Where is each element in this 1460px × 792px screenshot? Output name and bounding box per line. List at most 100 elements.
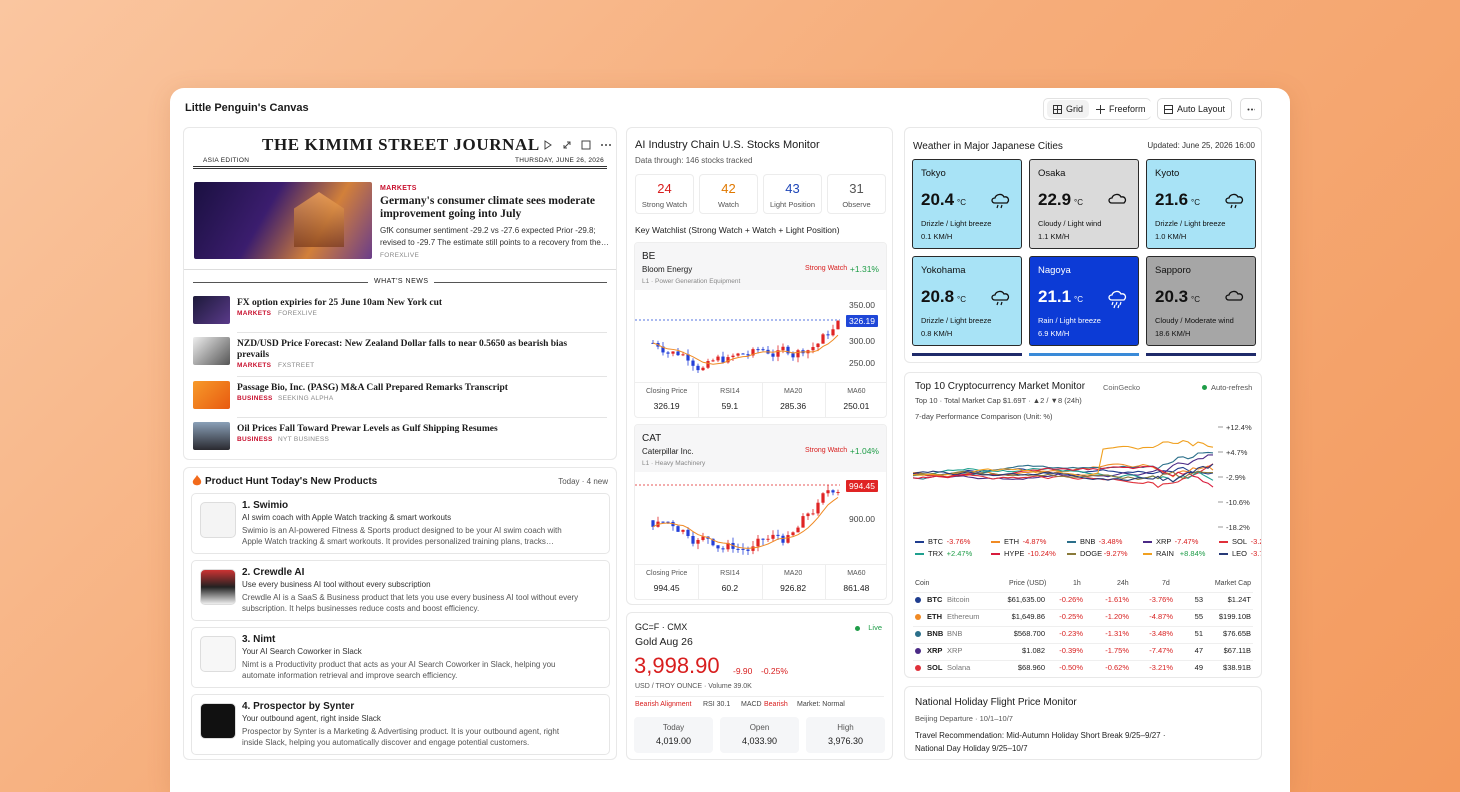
- wind: 1.0 KM/H: [1155, 232, 1187, 241]
- condition: Rain / Light breeze: [1038, 316, 1101, 325]
- wind: 0.8 KM/H: [921, 329, 953, 338]
- table-cell: -7.47%: [1149, 646, 1173, 655]
- freeform-button[interactable]: Freeform: [1090, 100, 1152, 118]
- chart-title: 7-day Performance Comparison (Unit: %): [915, 412, 1053, 421]
- stat-divider: [824, 382, 886, 417]
- stat-value: 4,033.90: [741, 736, 778, 746]
- stat-divider: [635, 564, 699, 599]
- stock-header: [635, 425, 886, 472]
- coin-dot: [915, 648, 921, 654]
- candle: [651, 520, 655, 527]
- product-item[interactable]: 2. Crewdle AI Use every business AI tool …: [191, 560, 610, 621]
- card-meta: Today · 4 new: [558, 477, 608, 486]
- table-header: Coin: [915, 580, 930, 587]
- candle: [666, 352, 670, 354]
- stock-rating: Strong Watch: [805, 447, 848, 454]
- next-row-edge: [1146, 353, 1256, 356]
- alignment: Bearish Alignment: [635, 701, 692, 708]
- stat-label: MA20: [783, 570, 803, 577]
- stock-sector: L1 · Power Generation Equipment: [642, 278, 741, 285]
- symbol: GC=F · CMX: [635, 622, 688, 632]
- candle: [676, 351, 680, 356]
- watchlist-title: Key Watchlist (Strong Watch + Watch + Li…: [635, 225, 840, 235]
- legend-change: +8.84%: [1179, 549, 1206, 558]
- table-header: 24h: [1117, 580, 1129, 587]
- count-box: 24 Strong Watch: [635, 174, 694, 214]
- wind: 6.9 KM/H: [1038, 329, 1070, 338]
- candle: [816, 502, 820, 514]
- edition: ASIA EDITION: [203, 157, 250, 164]
- news-thumbnail: [193, 296, 230, 324]
- legend-symbol: TRX: [928, 549, 943, 558]
- product-item[interactable]: 1. Swimio AI swim coach with Apple Watch …: [191, 493, 610, 554]
- weather-icon: [1225, 193, 1244, 209]
- legend-symbol: ETH: [1004, 537, 1019, 546]
- candle: [746, 549, 750, 551]
- candle: [736, 548, 740, 550]
- table-cell: $67.11B: [1223, 646, 1251, 655]
- candle: [781, 535, 785, 543]
- city-card: Yokohama 20.8 °C Drizzle / Light breeze 0.8 …: [912, 256, 1022, 346]
- rule-right: [434, 282, 607, 283]
- stat-label: MA60: [847, 570, 866, 577]
- stat-label: MA20: [783, 388, 803, 395]
- card-title: Top 10 Cryptocurrency Market Monitor: [915, 381, 1086, 392]
- table-cell: 55: [1194, 612, 1203, 621]
- temperature: 21.6: [1155, 190, 1189, 209]
- stat-divider: [635, 382, 699, 417]
- table-cell: -1.31%: [1105, 629, 1129, 638]
- temperature-unit: °C: [1191, 198, 1200, 207]
- more-button[interactable]: [1240, 98, 1262, 120]
- coin-dot: [915, 631, 921, 637]
- news-thumbnail: [193, 337, 230, 365]
- stat-label: RSI14: [720, 570, 740, 577]
- stat-divider: [761, 564, 825, 599]
- candlestick-chart: [635, 319, 840, 373]
- product-name: 3. Nimt: [242, 634, 276, 645]
- table-header: 1h: [1073, 580, 1081, 587]
- candle: [691, 536, 695, 544]
- divider: [237, 332, 607, 333]
- weather-icon: [1108, 290, 1127, 309]
- grid-icon: [1053, 104, 1062, 114]
- product-item[interactable]: 4. Prospector by Synter Your outbound age…: [191, 694, 610, 755]
- legend-change: -3.76%: [946, 537, 971, 546]
- row-divider: [913, 592, 1253, 593]
- table-cell: 47: [1194, 646, 1203, 655]
- live-dot: [855, 626, 860, 631]
- source: CoinGecko: [1103, 383, 1141, 392]
- candle: [686, 529, 690, 537]
- flight-card: National Holiday Flight Price Monitor Bei…: [904, 686, 1262, 760]
- candle: [796, 527, 800, 533]
- city-name: Tokyo: [921, 168, 946, 179]
- stat-label: Closing Price: [646, 570, 688, 577]
- city-name: Osaka: [1038, 168, 1066, 179]
- table-cell: 49: [1194, 663, 1203, 672]
- market: Market: Normal: [797, 701, 845, 708]
- stock-ticker: BE: [642, 251, 656, 262]
- refresh: Auto-refresh: [1211, 383, 1253, 392]
- count-label: Strong Watch: [641, 200, 688, 209]
- temperature-unit: °C: [1191, 295, 1200, 304]
- axis-label: 900.00: [849, 514, 875, 524]
- candle: [796, 350, 800, 358]
- auto-layout-button[interactable]: Auto Layout: [1157, 98, 1233, 120]
- weather-icon: [991, 290, 1010, 306]
- candle: [686, 354, 690, 361]
- product-description: Nimt is a Productivity product that acts…: [242, 660, 556, 680]
- candle: [786, 346, 790, 354]
- axis-label: -2.9%: [1226, 473, 1246, 482]
- temperature: 22.9: [1038, 190, 1072, 209]
- temperature: 21.1: [1038, 287, 1072, 306]
- city-card: Osaka 22.9 °C Cloudy / Light wind 1.1 KM/H: [1029, 159, 1139, 249]
- product-icon: [200, 502, 236, 538]
- product-item[interactable]: 3. Nimt Your AI Search Coworker in Slack N…: [191, 627, 610, 688]
- candle: [681, 529, 685, 532]
- legend-swatch: [915, 541, 924, 543]
- weather-icon: [1108, 193, 1127, 204]
- expand-icon: [563, 141, 571, 149]
- table-cell: SOL: [927, 663, 943, 672]
- candle: [761, 349, 765, 351]
- featured-section: MARKETS: [380, 185, 417, 192]
- grid-button[interactable]: Grid: [1047, 100, 1090, 118]
